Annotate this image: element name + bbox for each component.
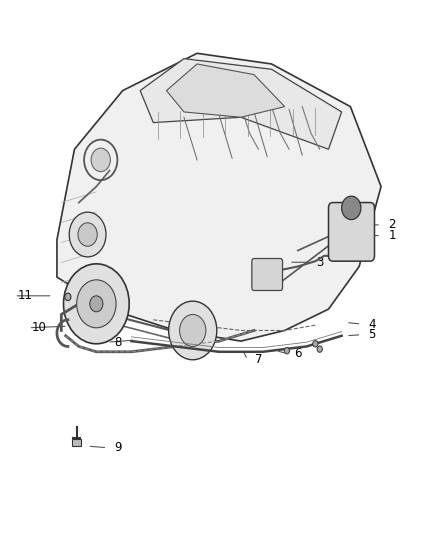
FancyBboxPatch shape xyxy=(328,203,374,261)
Text: 6: 6 xyxy=(294,347,302,360)
Circle shape xyxy=(64,264,129,344)
Polygon shape xyxy=(140,59,342,149)
Text: 10: 10 xyxy=(32,321,47,334)
Circle shape xyxy=(284,348,290,354)
Text: 8: 8 xyxy=(115,336,122,349)
Text: 1: 1 xyxy=(388,229,396,242)
Circle shape xyxy=(90,296,103,312)
Circle shape xyxy=(169,301,217,360)
Circle shape xyxy=(65,293,71,301)
Circle shape xyxy=(78,223,97,246)
Polygon shape xyxy=(166,64,285,117)
Polygon shape xyxy=(57,53,381,341)
Text: 4: 4 xyxy=(368,318,376,330)
Circle shape xyxy=(313,341,318,347)
Circle shape xyxy=(91,148,110,172)
Circle shape xyxy=(77,280,116,328)
Circle shape xyxy=(317,346,322,352)
Text: 3: 3 xyxy=(316,256,323,269)
Circle shape xyxy=(180,314,206,346)
Text: 9: 9 xyxy=(114,441,122,454)
Text: 7: 7 xyxy=(254,353,262,366)
Circle shape xyxy=(69,212,106,257)
Text: 5: 5 xyxy=(369,328,376,341)
Circle shape xyxy=(342,196,361,220)
Polygon shape xyxy=(72,439,81,446)
FancyBboxPatch shape xyxy=(252,259,283,290)
Text: 11: 11 xyxy=(18,289,33,302)
Text: 2: 2 xyxy=(388,219,396,231)
